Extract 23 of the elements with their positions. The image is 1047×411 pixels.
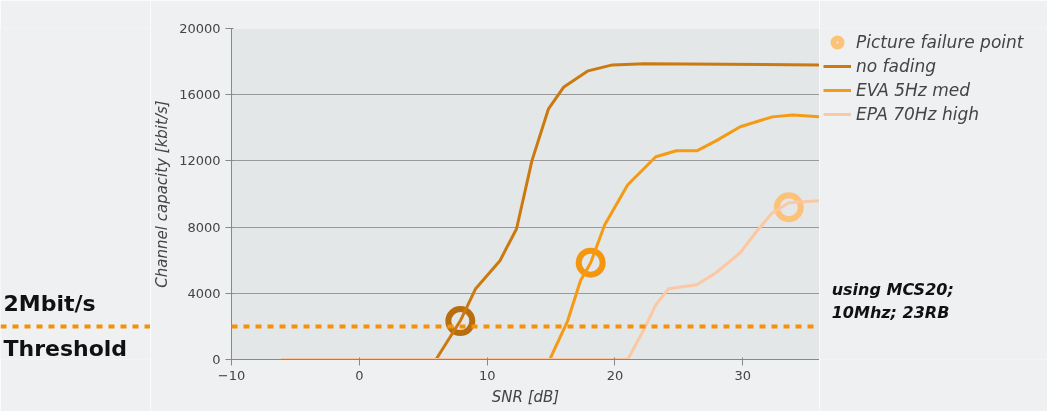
y-tick-label: 8000 — [187, 219, 221, 235]
x-tick-label: 0 — [355, 367, 364, 383]
y-tick-label: 16000 — [179, 87, 221, 103]
text: using MCS20; 10Mhz; 23RB — [831, 280, 954, 322]
legend-label: EVA 5Hz med — [856, 80, 970, 100]
text: Threshold — [3, 336, 128, 362]
y-tick-label: 4000 — [187, 285, 221, 301]
y-tick-label: 0 — [212, 352, 221, 367]
y-axis-title: Channel capacity [kbit/s] — [153, 100, 172, 288]
point — [575, 247, 606, 278]
y-tick-label: 12000 — [179, 153, 221, 169]
y-tick-label: 20000 — [179, 21, 221, 36]
legend-label: Picture failure point — [856, 32, 1024, 52]
x-tick-label: 10 — [478, 367, 496, 383]
x-tick-label: 30 — [734, 367, 752, 383]
legend-label: no fading — [856, 56, 937, 76]
x-axis-title: SNR [dB] — [491, 387, 560, 406]
text: 2Mbit/s — [3, 291, 96, 317]
point — [773, 192, 804, 223]
legend-label: EPA 70Hz high — [856, 104, 979, 124]
x-tick-label: 20 — [606, 367, 624, 383]
x-tick-label: −10 — [217, 367, 246, 383]
line-series — [281, 199, 819, 360]
